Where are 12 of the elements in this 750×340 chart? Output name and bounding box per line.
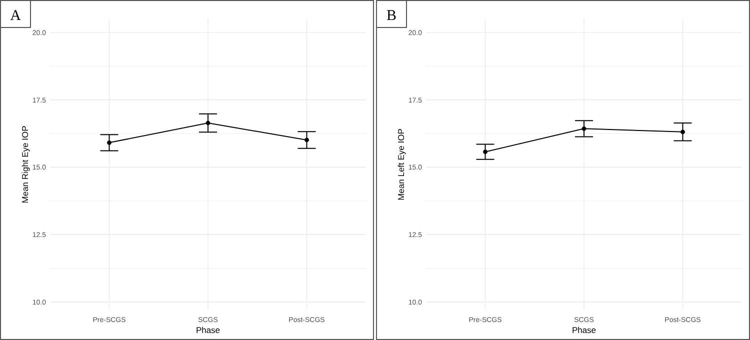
x-axis-title: Phase bbox=[572, 325, 596, 335]
chart-title: B bbox=[386, 8, 397, 24]
point bbox=[107, 140, 112, 145]
point bbox=[680, 130, 685, 134]
chart-title: A bbox=[10, 8, 22, 24]
point bbox=[206, 120, 210, 126]
point bbox=[304, 138, 309, 142]
y-axis-title: Mean Left Eye IOP bbox=[396, 128, 406, 200]
point bbox=[483, 150, 488, 154]
y-axis-title: Mean Right Eye IOP bbox=[20, 125, 30, 204]
point bbox=[582, 126, 586, 131]
x-axis-title: Phase bbox=[196, 325, 220, 335]
